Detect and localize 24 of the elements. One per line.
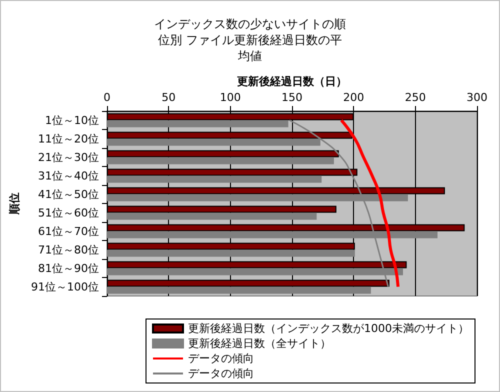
y-tick-label: 51位～60位 xyxy=(38,206,99,220)
x-axis-title: 更新後経過日数（日） xyxy=(237,75,347,88)
legend-label: データの傾向 xyxy=(188,352,254,365)
x-tick-label: 250 xyxy=(404,91,426,104)
chart-title: インデックス数の少ないサイトの順位別 ファイル更新後経過日数の平均値 xyxy=(154,17,346,63)
y-tick-label: 91位～100位 xyxy=(31,280,99,294)
x-tick-label: 50 xyxy=(162,91,176,104)
y-tick-label: 81位～90位 xyxy=(38,262,99,275)
x-tick-label: 300 xyxy=(466,91,488,104)
x-tick-label: 150 xyxy=(282,91,302,104)
x-tick-label: 100 xyxy=(220,91,241,104)
y-axis-title: 順位 xyxy=(8,192,22,216)
y-tick-label: 41位～50位 xyxy=(38,188,99,201)
legend-label: データの傾向 xyxy=(188,367,254,380)
y-tick-label: 61位～70位 xyxy=(38,224,99,238)
legend-label: 更新後経過日数（全サイト） xyxy=(188,337,331,350)
y-tick-label: 31位～40位 xyxy=(38,169,99,182)
x-tick-label: 200 xyxy=(343,91,364,104)
y-tick-label: 21位～30位 xyxy=(38,150,99,164)
y-tick-label: 11位～20位 xyxy=(38,132,99,146)
x-tick-label: 0 xyxy=(104,91,110,104)
y-tick-label: 1位～10位 xyxy=(45,114,99,127)
legend-label: 更新後経過日数（インデックス数が1000未満のサイト） xyxy=(188,322,469,335)
y-tick-label: 71位～80位 xyxy=(38,243,99,256)
